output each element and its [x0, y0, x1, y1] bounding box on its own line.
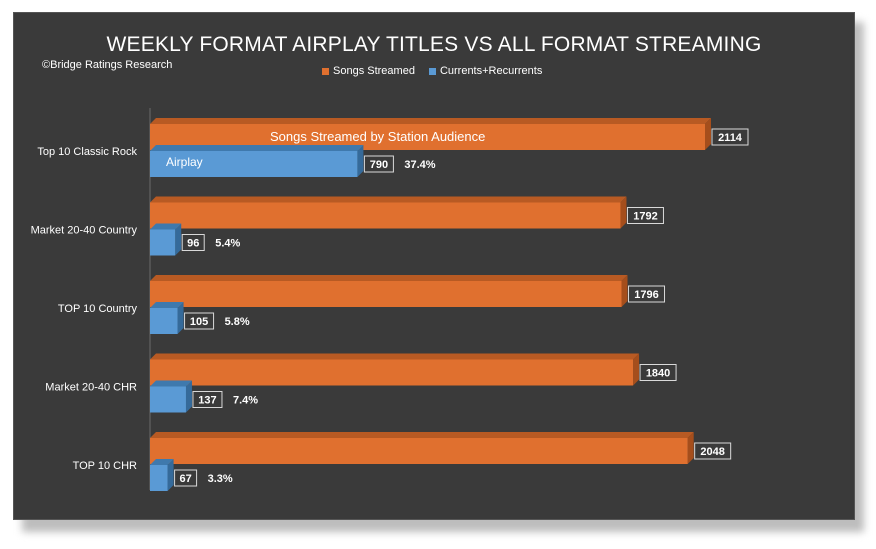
bar-currents-recurrents-market-20-40-country-top — [150, 223, 182, 230]
bar-songs-streamed-top-10-chr-side — [687, 432, 694, 464]
bar-songs-streamed-top-10-chr-top — [150, 432, 694, 438]
legend-swatch-songs-streamed — [322, 67, 329, 75]
value-label-songs-streamed-top-10-country: 1796 — [634, 289, 658, 301]
value-label-currents-recurrents-market-20-40-chr-box — [192, 391, 223, 408]
bar-songs-streamed-market-20-40-country — [150, 202, 621, 229]
bar-currents-recurrents-market-20-40-country — [150, 229, 176, 256]
value-label-songs-streamed-top-10-chr: 2048 — [700, 446, 724, 458]
bar-songs-streamed-market-20-40-country-top — [150, 196, 627, 203]
bar-songs-streamed-top-10-country-top — [150, 275, 628, 281]
value-label-currents-recurrents-top-10-country: 105 — [190, 316, 208, 328]
percent-label-market-20-40-country: 5.4% — [215, 238, 240, 250]
category-label-market-20-40-country: Market 20-40 Country — [31, 225, 138, 237]
value-label-currents-recurrents-top-10-classic-rock: 790 — [370, 159, 388, 171]
bar-songs-streamed-top-10-chr — [150, 438, 688, 464]
legend-item-currents-recurrents: Currents+Recurrents — [428, 65, 543, 77]
source-credit: ©Bridge Ratings Research — [42, 59, 173, 71]
bar-songs-streamed-market-20-40-country-side — [620, 196, 627, 229]
bar-songs-streamed-market-20-40-chr-side — [633, 353, 640, 386]
value-label-currents-recurrents-top-10-chr-box — [174, 469, 198, 487]
value-label-currents-recurrents-market-20-40-chr: 137 — [198, 395, 216, 407]
legend-label-currents-recurrents: Currents+Recurrents — [439, 65, 543, 77]
category-label-top-10-classic-rock: Top 10 Classic Rock — [37, 146, 137, 158]
bar-currents-recurrents-market-20-40-chr-side — [185, 380, 192, 413]
value-label-songs-streamed-market-20-40-chr-box — [639, 364, 677, 381]
percent-label-top-10-country: 5.8% — [225, 316, 250, 328]
bar-currents-recurrents-top-10-country — [150, 308, 178, 334]
legend-item-songs-streamed: Songs Streamed — [322, 65, 415, 77]
bar-currents-recurrents-top-10-country-top — [150, 302, 184, 308]
value-label-songs-streamed-top-10-chr-box — [694, 442, 732, 460]
bar-songs-streamed-top-10-country — [150, 281, 622, 307]
bar-currents-recurrents-market-20-40-chr — [150, 386, 186, 413]
annotation-airplay: Airplay — [166, 155, 203, 169]
bar-songs-streamed-top-10-country-side — [621, 275, 628, 307]
chart-legend: Songs Streamed Currents+Recurrents — [322, 65, 542, 77]
bar-songs-streamed-top-10-classic-rock-side — [705, 118, 711, 150]
legend-label-songs-streamed: Songs Streamed — [333, 65, 415, 77]
bar-currents-recurrents-market-20-40-country-side — [175, 223, 182, 256]
bar-currents-recurrents-top-10-classic-rock — [150, 151, 358, 177]
value-label-songs-streamed-market-20-40-country-box — [626, 207, 664, 224]
percent-label-top-10-classic-rock: 37.4% — [404, 159, 435, 171]
bar-currents-recurrents-top-10-chr — [150, 465, 168, 491]
bar-currents-recurrents-top-10-chr-side — [167, 459, 174, 491]
value-label-songs-streamed-top-10-classic-rock: 2114 — [718, 132, 743, 144]
bar-songs-streamed-top-10-classic-rock-top — [150, 118, 711, 124]
value-label-currents-recurrents-top-10-chr: 67 — [179, 473, 191, 485]
legend-swatch-currents-recurrents — [428, 67, 436, 75]
bar-songs-streamed-market-20-40-chr — [150, 359, 634, 386]
bar-songs-streamed-market-20-40-chr-top — [150, 353, 640, 360]
bar-currents-recurrents-top-10-chr-top — [150, 459, 174, 465]
value-label-songs-streamed-top-10-country-box — [628, 285, 666, 303]
category-label-top-10-country: TOP 10 Country — [58, 303, 138, 315]
bar-currents-recurrents-top-10-classic-rock-top — [150, 145, 364, 151]
value-label-currents-recurrents-market-20-40-country-box — [181, 234, 205, 251]
bar-currents-recurrents-top-10-country-side — [177, 302, 184, 334]
category-label-top-10-chr: TOP 10 CHR — [73, 460, 137, 472]
value-label-currents-recurrents-market-20-40-country: 96 — [187, 238, 199, 250]
annotation-songs-streamed: Songs Streamed by Station Audience — [270, 129, 485, 144]
value-label-songs-streamed-market-20-40-chr: 1840 — [646, 368, 670, 380]
percent-label-market-20-40-chr: 7.4% — [233, 395, 258, 407]
bar-currents-recurrents-market-20-40-chr-top — [150, 380, 192, 387]
value-label-currents-recurrents-top-10-classic-rock-box — [363, 155, 394, 173]
value-label-songs-streamed-market-20-40-country: 1792 — [633, 211, 657, 223]
category-label-market-20-40-chr: Market 20-40 CHR — [45, 382, 137, 394]
value-label-currents-recurrents-top-10-country-box — [184, 312, 215, 330]
bar-currents-recurrents-top-10-classic-rock-side — [357, 145, 364, 177]
percent-label-top-10-chr: 3.3% — [208, 473, 233, 485]
chart-title: WEEKLY FORMAT AIRPLAY TITLES VS ALL FORM… — [106, 33, 762, 56]
value-label-songs-streamed-top-10-classic-rock-box — [711, 128, 749, 146]
